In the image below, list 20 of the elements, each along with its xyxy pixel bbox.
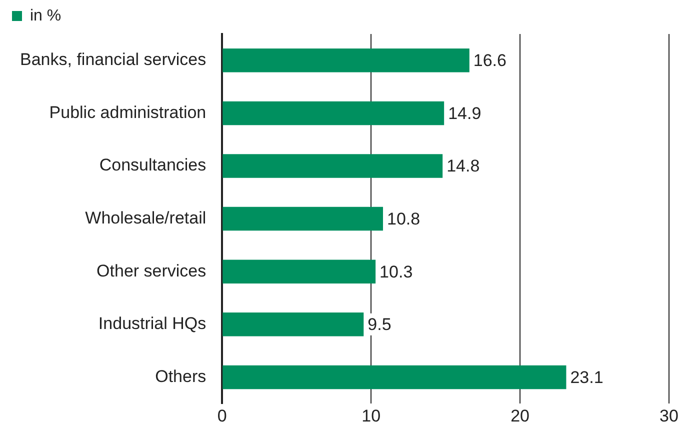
y-tick-label: Banks, financial services [20,50,206,70]
y-tick-label: Others [155,366,206,386]
x-tick-label: 0 [217,406,227,426]
data-label: 16.6 [473,51,506,70]
data-label: 23.1 [570,368,604,387]
x-tick-label: 20 [510,406,530,426]
data-label: 14.9 [448,104,482,123]
bar [222,312,364,336]
y-tick-label: Industrial HQs [98,314,206,334]
y-tick-label: Wholesale/retail [85,208,206,228]
data-label: 14.8 [446,156,480,176]
data-label: 10.3 [380,262,413,282]
y-tick-label: Consultancies [99,156,206,175]
y-tick-label: Public administration [49,102,206,122]
data-label: 10.8 [387,209,420,228]
x-tick-label: 10 [362,406,381,426]
y-tick-label: Other services [96,261,206,280]
data-label: 9.5 [368,315,392,334]
legend-label: in % [30,7,62,24]
x-tick-label: 30 [660,406,678,426]
